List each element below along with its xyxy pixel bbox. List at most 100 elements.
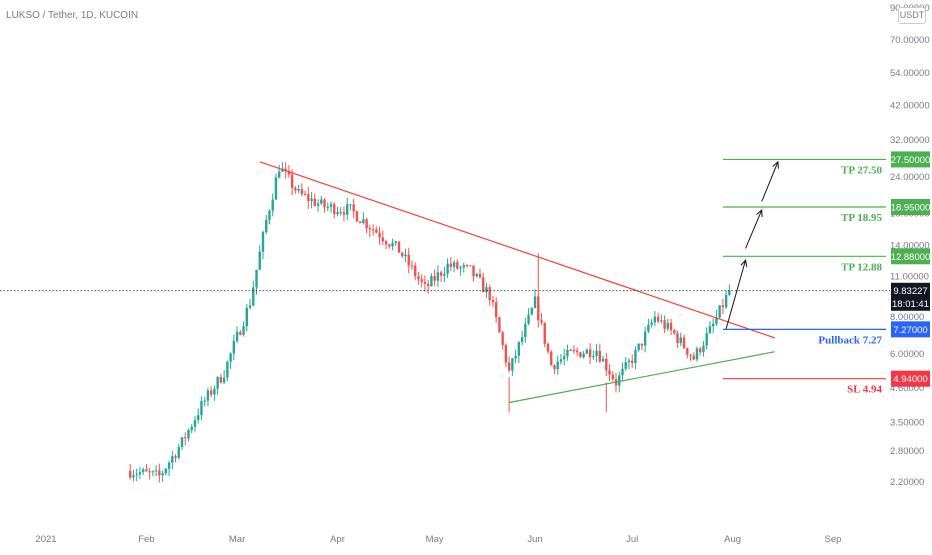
currency-selector[interactable]: USDT bbox=[898, 7, 926, 24]
candle-body bbox=[284, 168, 287, 171]
candle-body bbox=[491, 300, 495, 303]
candle-body bbox=[443, 273, 446, 276]
candle-body bbox=[258, 251, 261, 270]
candle-body bbox=[482, 277, 485, 293]
candle-body bbox=[132, 475, 135, 478]
candle-body bbox=[595, 350, 598, 357]
candle-body bbox=[533, 296, 537, 309]
candle-body bbox=[342, 212, 346, 215]
candle-body bbox=[702, 345, 705, 353]
candle-body bbox=[618, 375, 621, 386]
y-tick-label: 6.00000 bbox=[890, 349, 924, 360]
candle-body bbox=[631, 360, 634, 363]
candle-body bbox=[715, 317, 718, 324]
candle-body bbox=[663, 320, 666, 329]
candle-body bbox=[190, 426, 193, 430]
candle-body bbox=[349, 204, 352, 206]
candle-body bbox=[527, 314, 530, 324]
candle-body bbox=[575, 350, 579, 353]
candle-body bbox=[488, 287, 491, 301]
candle-body bbox=[151, 471, 155, 473]
candle-body bbox=[290, 174, 294, 189]
level-label: TP 18.95 bbox=[841, 212, 882, 224]
candle-body bbox=[640, 343, 644, 346]
candle-body bbox=[537, 296, 540, 321]
level-label: SL 4.94 bbox=[847, 384, 882, 396]
x-tick-label: Sep bbox=[825, 534, 842, 545]
candle-body bbox=[193, 420, 197, 427]
candle-body bbox=[177, 447, 180, 458]
candle-body bbox=[601, 358, 605, 362]
x-tick-label: Jun bbox=[527, 534, 542, 545]
candle-body bbox=[520, 337, 524, 343]
candle-body bbox=[362, 219, 365, 224]
projection-arrow[interactable] bbox=[725, 259, 747, 329]
candle-body bbox=[135, 474, 138, 476]
candle-body bbox=[724, 294, 728, 308]
candle-body bbox=[391, 243, 394, 247]
candle-body bbox=[213, 388, 216, 395]
candle-body bbox=[666, 323, 670, 329]
candle-body bbox=[669, 323, 673, 331]
candle-body bbox=[430, 276, 433, 287]
current-price-tag bbox=[891, 282, 930, 311]
candle-body bbox=[498, 317, 501, 333]
candle-body bbox=[300, 189, 304, 194]
projection-arrow[interactable] bbox=[745, 209, 763, 249]
price-tag-label: 12.88000 bbox=[891, 252, 931, 263]
candle-body bbox=[274, 177, 278, 200]
candle-body bbox=[566, 349, 569, 357]
price-tag bbox=[891, 151, 930, 168]
x-tick-label: Apr bbox=[330, 534, 345, 545]
candle-body bbox=[410, 265, 414, 267]
candle-body bbox=[248, 305, 252, 308]
candle-body bbox=[141, 469, 145, 473]
candle-body bbox=[511, 358, 514, 371]
resistance-trendline[interactable] bbox=[259, 161, 775, 339]
level-label: TP 27.50 bbox=[841, 164, 882, 176]
y-tick-label: 42.00000 bbox=[890, 100, 930, 111]
candle-body bbox=[582, 353, 585, 358]
candle-body bbox=[465, 265, 469, 267]
candle-body bbox=[222, 377, 226, 383]
candle-body bbox=[226, 361, 229, 378]
candle-body bbox=[329, 204, 333, 207]
candle-body bbox=[679, 337, 682, 344]
candle-body bbox=[129, 470, 132, 478]
candle-body bbox=[277, 171, 281, 178]
arrow-head bbox=[756, 208, 763, 218]
x-tick-label: Aug bbox=[724, 534, 741, 545]
projection-arrow[interactable] bbox=[761, 161, 779, 202]
candle-body bbox=[517, 342, 521, 356]
candle-body bbox=[452, 262, 456, 267]
candle-body bbox=[206, 390, 210, 401]
candle-body bbox=[352, 204, 355, 212]
candle-body bbox=[556, 361, 559, 370]
candle-body bbox=[588, 349, 592, 358]
candle-body bbox=[365, 219, 368, 229]
candle-body bbox=[462, 265, 465, 268]
candle-body bbox=[184, 437, 187, 439]
candle-body bbox=[562, 356, 566, 360]
candle-body bbox=[261, 232, 265, 252]
candle-body bbox=[265, 220, 268, 233]
arrow-head bbox=[740, 259, 748, 268]
candle-body bbox=[203, 400, 206, 402]
support-trendline[interactable] bbox=[509, 351, 775, 404]
candle-body bbox=[381, 237, 385, 242]
candle-body bbox=[621, 368, 624, 376]
candle-body bbox=[572, 350, 576, 352]
x-tick-label: Jul bbox=[626, 534, 638, 545]
candle-body bbox=[216, 376, 219, 389]
candle-body bbox=[579, 352, 582, 358]
candle-body bbox=[611, 374, 614, 380]
price-tag-label: 18.95000 bbox=[891, 202, 931, 213]
candle-body bbox=[718, 305, 721, 318]
candle-body bbox=[310, 198, 313, 202]
candle-body bbox=[686, 348, 689, 355]
candle-body bbox=[148, 471, 151, 473]
candle-body bbox=[605, 358, 608, 371]
candle-body bbox=[384, 241, 388, 245]
